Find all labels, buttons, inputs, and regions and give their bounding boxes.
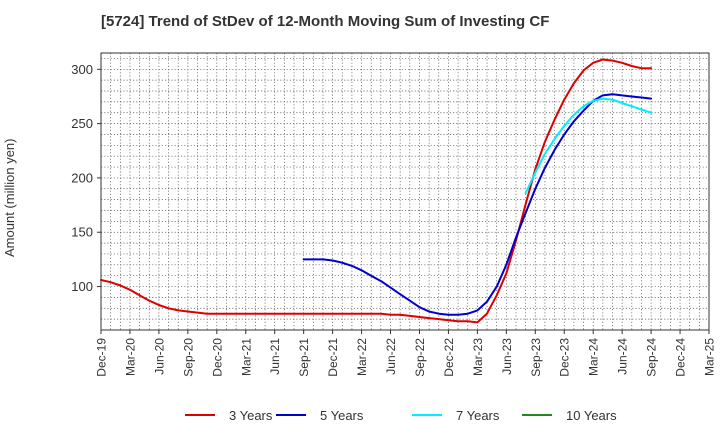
x-tick-label: Mar-22 [355, 338, 369, 376]
legend-label: 3 Years [229, 407, 273, 423]
x-tick-label: Jun-23 [500, 338, 514, 375]
y-tick-label: 100 [71, 279, 93, 294]
y-axis-ticks: 100 150 200 250 300 [71, 62, 101, 294]
legend-swatch [185, 414, 215, 416]
x-tick-label: Dec-24 [674, 338, 688, 377]
x-tick-label: Jun-20 [152, 338, 166, 375]
legend-swatch [412, 414, 442, 416]
legend-label: 10 Years [566, 407, 617, 423]
x-tick-label: Sep-20 [181, 338, 195, 377]
x-tick-label: Jun-21 [268, 338, 282, 375]
x-tick-label: Mar-20 [123, 338, 137, 376]
legend-item: 7 Years [412, 405, 499, 425]
series-lines [100, 58, 653, 324]
legend: 3 Years 5 Years 7 Years 10 Years [0, 405, 720, 425]
legend-label: 7 Years [456, 407, 500, 423]
x-tick-label: Sep-22 [413, 338, 427, 377]
x-tick-label: Dec-23 [558, 338, 572, 377]
x-tick-label: Sep-24 [645, 338, 659, 377]
plot-frame [100, 52, 710, 331]
x-axis-ticks: Dec-19 Mar-20 Jun-20 Sep-20 Dec-20 Mar-21 Jun-… [95, 330, 717, 377]
x-tick-label: Jun-22 [384, 338, 398, 375]
legend-item: 5 Years [276, 405, 363, 425]
x-tick-label: Sep-23 [529, 338, 543, 377]
legend-item: 10 Years [522, 405, 617, 425]
x-tick-label: Mar-25 [703, 338, 717, 376]
x-tick-label: Mar-23 [471, 338, 485, 376]
series-line-7-years [524, 97, 653, 195]
x-tick-label: Dec-20 [210, 338, 224, 377]
series-line-3-years [100, 58, 653, 324]
y-tick-label: 150 [71, 225, 93, 240]
x-tick-label: Dec-19 [95, 338, 109, 377]
chart-title: [5724] Trend of StDev of 12-Month Moving… [101, 13, 550, 30]
x-tick-label: Jun-24 [616, 338, 630, 375]
x-tick-label: Mar-24 [587, 338, 601, 376]
x-tick-label: Dec-21 [326, 338, 340, 377]
legend-item: 3 Years [185, 405, 272, 425]
y-tick-label: 250 [71, 116, 93, 131]
y-tick-label: 300 [71, 62, 93, 77]
legend-swatch [276, 414, 306, 416]
gridlines [100, 53, 710, 330]
legend-swatch [522, 414, 552, 416]
x-tick-label: Mar-21 [239, 338, 253, 376]
y-tick-label: 200 [71, 170, 93, 185]
x-tick-label: Sep-21 [297, 338, 311, 377]
x-tick-label: Dec-22 [442, 338, 456, 377]
legend-label: 5 Years [320, 407, 364, 423]
